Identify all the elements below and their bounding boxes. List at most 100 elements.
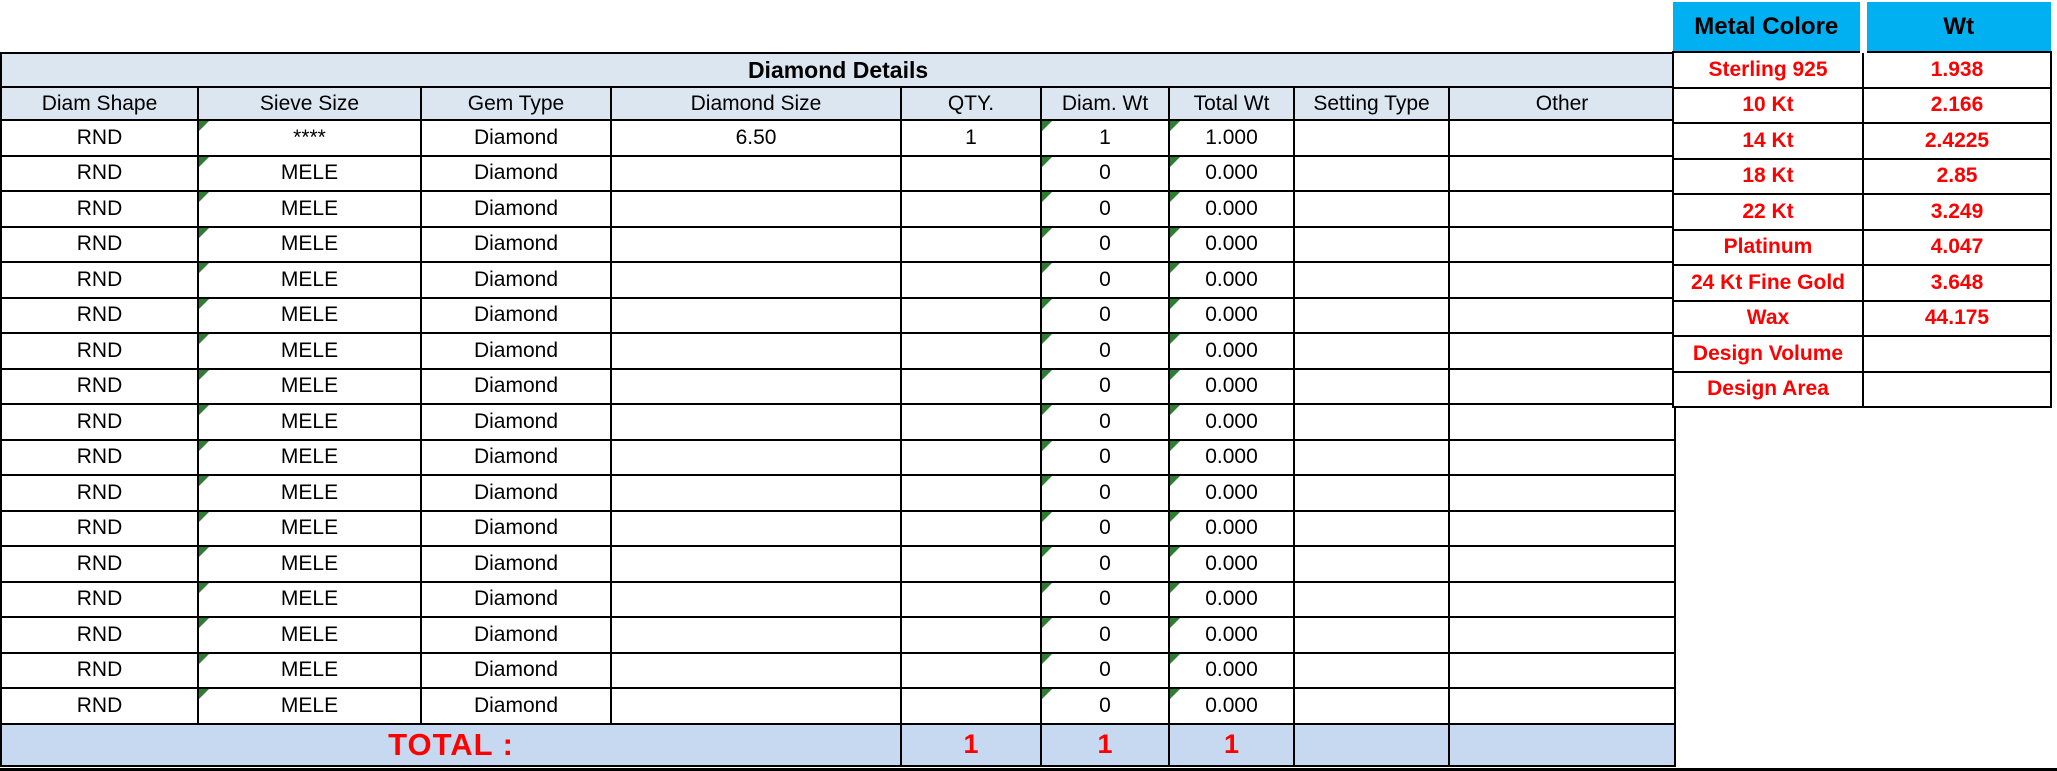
column-header-other[interactable]: Other (1447, 86, 1677, 121)
column-header-setting-type[interactable]: Setting Type (1293, 86, 1450, 121)
cell-total-wt[interactable]: 0.000 (1168, 509, 1295, 547)
cell-gem-type[interactable]: Diamond (420, 509, 612, 547)
cell-other[interactable] (1447, 474, 1677, 512)
metal-name-cell[interactable]: Wax (1672, 299, 1864, 337)
column-header-diamond-size[interactable]: Diamond Size (610, 86, 902, 121)
cell-other[interactable] (1447, 332, 1677, 370)
cell-setting-type[interactable] (1293, 580, 1450, 618)
cell-sieve-size[interactable]: MELE (197, 509, 422, 547)
metal-wt-cell[interactable]: 2.4225 (1862, 122, 2052, 160)
cell-total-wt[interactable]: 0.000 (1168, 367, 1295, 405)
cell-qty[interactable] (900, 190, 1042, 228)
metal-name-cell[interactable]: 18 Kt (1672, 157, 1864, 195)
cell-diam-wt[interactable]: 0 (1040, 509, 1170, 547)
metal-wt-cell[interactable]: 2.85 (1862, 157, 2052, 195)
metal-name-cell[interactable]: 24 Kt Fine Gold (1672, 264, 1864, 302)
cell-diamond-size[interactable] (610, 438, 902, 476)
cell-qty[interactable]: 1 (900, 119, 1042, 157)
metal-wt-cell[interactable] (1862, 370, 2052, 408)
cell-other[interactable] (1447, 225, 1677, 263)
total-total-wt-cell[interactable]: 1 (1168, 722, 1295, 767)
cell-diamond-size[interactable] (610, 190, 902, 228)
cell-diam-shape[interactable]: RND (0, 438, 199, 476)
cell-gem-type[interactable]: Diamond (420, 474, 612, 512)
cell-other[interactable] (1447, 154, 1677, 192)
cell-sieve-size[interactable]: MELE (197, 438, 422, 476)
metal-name-cell[interactable]: 10 Kt (1672, 86, 1864, 124)
cell-setting-type[interactable] (1293, 687, 1450, 725)
cell-diamond-size[interactable] (610, 580, 902, 618)
cell-total-wt[interactable]: 0.000 (1168, 545, 1295, 583)
cell-total-wt[interactable]: 1.000 (1168, 119, 1295, 157)
cell-sieve-size[interactable]: MELE (197, 367, 422, 405)
cell-qty[interactable] (900, 651, 1042, 689)
metal-wt-cell[interactable]: 4.047 (1862, 228, 2052, 266)
cell-sieve-size[interactable]: MELE (197, 190, 422, 228)
cell-diam-wt[interactable]: 0 (1040, 687, 1170, 725)
column-header-qty[interactable]: QTY. (900, 86, 1042, 121)
total-other-cell[interactable] (1447, 722, 1677, 767)
cell-gem-type[interactable]: Diamond (420, 154, 612, 192)
cell-qty[interactable] (900, 154, 1042, 192)
metal-wt-cell[interactable] (1862, 335, 2052, 373)
cell-gem-type[interactable]: Diamond (420, 651, 612, 689)
cell-other[interactable] (1447, 296, 1677, 334)
cell-diam-shape[interactable]: RND (0, 154, 199, 192)
cell-diamond-size[interactable] (610, 296, 902, 334)
cell-gem-type[interactable]: Diamond (420, 580, 612, 618)
cell-total-wt[interactable]: 0.000 (1168, 687, 1295, 725)
cell-setting-type[interactable] (1293, 261, 1450, 299)
cell-qty[interactable] (900, 509, 1042, 547)
wt-header[interactable]: Wt (1859, 2, 2051, 53)
cell-diam-shape[interactable]: RND (0, 687, 199, 725)
cell-setting-type[interactable] (1293, 509, 1450, 547)
cell-diam-wt[interactable]: 0 (1040, 225, 1170, 263)
cell-qty[interactable] (900, 367, 1042, 405)
cell-sieve-size[interactable]: MELE (197, 225, 422, 263)
cell-total-wt[interactable]: 0.000 (1168, 651, 1295, 689)
cell-qty[interactable] (900, 225, 1042, 263)
cell-gem-type[interactable]: Diamond (420, 438, 612, 476)
cell-diam-wt[interactable]: 0 (1040, 438, 1170, 476)
cell-diam-wt[interactable]: 0 (1040, 296, 1170, 334)
cell-diam-shape[interactable]: RND (0, 616, 199, 654)
cell-gem-type[interactable]: Diamond (420, 332, 612, 370)
column-header-diam-wt[interactable]: Diam. Wt (1040, 86, 1170, 121)
cell-total-wt[interactable]: 0.000 (1168, 332, 1295, 370)
cell-diam-wt[interactable]: 0 (1040, 474, 1170, 512)
cell-diamond-size[interactable] (610, 474, 902, 512)
cell-sieve-size[interactable]: MELE (197, 154, 422, 192)
cell-sieve-size[interactable]: MELE (197, 474, 422, 512)
cell-total-wt[interactable]: 0.000 (1168, 580, 1295, 618)
cell-total-wt[interactable]: 0.000 (1168, 403, 1295, 441)
cell-diam-wt[interactable]: 0 (1040, 154, 1170, 192)
cell-other[interactable] (1447, 616, 1677, 654)
metal-colore-header[interactable]: Metal Colore (1673, 2, 1863, 53)
cell-diam-wt[interactable]: 0 (1040, 261, 1170, 299)
cell-diam-shape[interactable]: RND (0, 119, 199, 157)
cell-setting-type[interactable] (1293, 545, 1450, 583)
cell-gem-type[interactable]: Diamond (420, 687, 612, 725)
cell-diamond-size[interactable] (610, 545, 902, 583)
cell-total-wt[interactable]: 0.000 (1168, 296, 1295, 334)
metal-name-cell[interactable]: Platinum (1672, 228, 1864, 266)
cell-setting-type[interactable] (1293, 474, 1450, 512)
cell-diam-wt[interactable]: 0 (1040, 190, 1170, 228)
cell-other[interactable] (1447, 403, 1677, 441)
metal-name-cell[interactable]: Sterling 925 (1672, 51, 1864, 89)
cell-qty[interactable] (900, 438, 1042, 476)
cell-other[interactable] (1447, 367, 1677, 405)
cell-sieve-size[interactable]: **** (197, 119, 422, 157)
cell-diam-wt[interactable]: 0 (1040, 651, 1170, 689)
cell-sieve-size[interactable]: MELE (197, 261, 422, 299)
total-qty-cell[interactable]: 1 (900, 722, 1042, 767)
cell-total-wt[interactable]: 0.000 (1168, 438, 1295, 476)
cell-other[interactable] (1447, 438, 1677, 476)
cell-qty[interactable] (900, 687, 1042, 725)
cell-diam-wt[interactable]: 0 (1040, 332, 1170, 370)
cell-gem-type[interactable]: Diamond (420, 225, 612, 263)
cell-diamond-size[interactable] (610, 616, 902, 654)
metal-wt-cell[interactable]: 3.648 (1862, 264, 2052, 302)
metal-name-cell[interactable]: 14 Kt (1672, 122, 1864, 160)
cell-diamond-size[interactable] (610, 509, 902, 547)
